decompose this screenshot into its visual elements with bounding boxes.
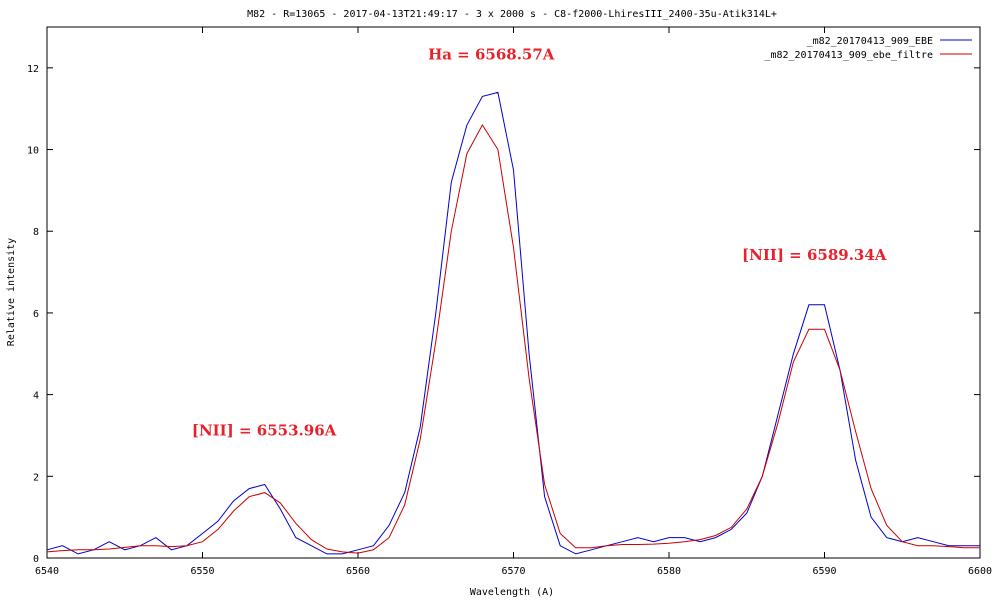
annotations: Ha = 6568.57A [NII] = 6589.34A [NII] = 655… xyxy=(192,46,887,440)
peak-annotation: [NII] = 6589.34A xyxy=(742,246,887,264)
series-layer xyxy=(46,91,980,555)
legend-label: _m82_20170413_909_EBE xyxy=(807,36,933,47)
chart-title: M82 - R=13065 - 2017-04-13T21:49:17 - 3 … xyxy=(247,9,777,20)
y-tick-label: 6 xyxy=(33,309,39,320)
peak-annotation: Ha = 6568.57A xyxy=(428,46,555,64)
x-tick-label: 6540 xyxy=(35,566,59,577)
x-axis-label: Wavelength (A) xyxy=(470,587,554,598)
x-tick-label: 6580 xyxy=(657,566,681,577)
peak-annotation: [NII] = 6553.96A xyxy=(192,421,337,439)
y-tick-label: 2 xyxy=(33,472,39,483)
x-tick-label: 6590 xyxy=(812,566,836,577)
legend: _m82_20170413_909_EBE _m82_20170413_909_e… xyxy=(764,36,972,61)
x-tick-label: 6600 xyxy=(968,566,992,577)
y-axis: 0 2 4 6 8 10 12 xyxy=(27,64,980,565)
plot-frame xyxy=(46,26,981,559)
y-tick-label: 12 xyxy=(27,64,39,75)
x-tick-label: 6570 xyxy=(501,566,525,577)
series-line-raw xyxy=(46,91,980,555)
y-tick-label: 4 xyxy=(33,391,39,402)
y-tick-label: 8 xyxy=(33,227,39,238)
y-axis-label: Relative intensity xyxy=(6,238,17,346)
x-tick-label: 6560 xyxy=(346,566,370,577)
x-tick-label: 6550 xyxy=(190,566,214,577)
legend-label: _m82_20170413_909_ebe_filtre xyxy=(764,50,933,61)
y-tick-label: 0 xyxy=(33,554,39,565)
x-axis: 6540 6550 6560 6570 6580 6590 6600 xyxy=(35,27,992,577)
series-line-filtered xyxy=(46,124,980,554)
y-tick-label: 10 xyxy=(27,146,39,157)
